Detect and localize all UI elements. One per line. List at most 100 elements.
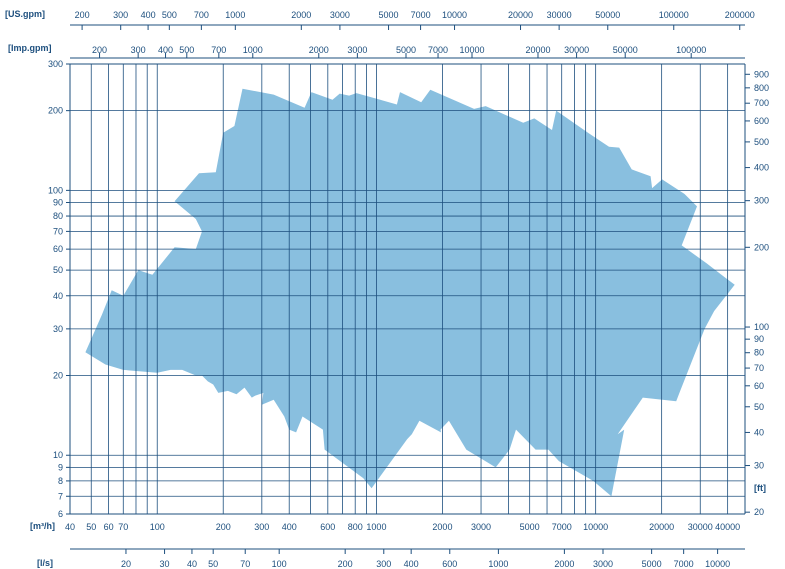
head-m-tick-label: 9 <box>58 462 63 472</box>
head-m-tick-label: 20 <box>53 371 63 381</box>
imp-gpm-axis-tick-label: 50000 <box>613 45 638 55</box>
us-gpm-axis-tick-label: 200 <box>75 10 90 20</box>
us-gpm-axis-tick-label: 3000 <box>330 10 350 20</box>
grid-layer <box>70 64 745 514</box>
m3h-tick-label: 60 <box>104 522 114 532</box>
us-gpm-axis-tick-label: 500 <box>162 10 177 20</box>
head-m-tick-label: 100 <box>48 185 63 195</box>
head-ft-tick-label: 600 <box>754 116 769 126</box>
head-ft-tick-label: 100 <box>754 322 769 332</box>
ls-axis-tick-label: 40 <box>187 559 197 569</box>
imp-gpm-axis-tick-label: 1000 <box>243 45 263 55</box>
imp-gpm-axis-tick-label: 5000 <box>396 45 416 55</box>
head-m-tick-label: 10 <box>53 450 63 460</box>
head-ft-tick-label: 70 <box>754 363 764 373</box>
imp-gpm-axis-tick-label: 300 <box>131 45 146 55</box>
head-ft-tick-label: 60 <box>754 381 764 391</box>
head-m-tick-label: 80 <box>53 211 63 221</box>
head-ft-tick-label: 700 <box>754 98 769 108</box>
imp-gpm-axis-tick-label: 200 <box>92 45 107 55</box>
imp-gpm-axis-tick-label: 2000 <box>309 45 329 55</box>
m3h-tick-label: 7000 <box>552 522 572 532</box>
head-ft-tick-label: 500 <box>754 137 769 147</box>
head-m-tick-label: 8 <box>58 476 63 486</box>
ls-axis-tick-label: 50 <box>208 559 218 569</box>
m3h-tick-label: 3000 <box>471 522 491 532</box>
us-gpm-axis-tick-label: 300 <box>113 10 128 20</box>
head-m-tick-label: 50 <box>53 265 63 275</box>
head-ft-tick-label: 300 <box>754 196 769 206</box>
us-gpm-axis-tick-label: 2000 <box>291 10 311 20</box>
head-ft-tick-label: 800 <box>754 83 769 93</box>
m3h-tick-label: 1000 <box>366 522 386 532</box>
m3h-tick-label: 100 <box>150 522 165 532</box>
m3h-tick-label: 40 <box>65 522 75 532</box>
imp-gpm-axis-tick-label: 3000 <box>347 45 367 55</box>
imp-gpm-axis-tick-label: 100000 <box>676 45 706 55</box>
us-gpm-axis-tick-label: 20000 <box>508 10 533 20</box>
head-ft-tick-label: 20 <box>754 507 764 517</box>
imp-gpm-axis-tick-label: 400 <box>158 45 173 55</box>
us-gpm-axis-tick-label: 400 <box>141 10 156 20</box>
m3h-tick-label: 30000 <box>688 522 713 532</box>
m3h-tick-label: 800 <box>348 522 363 532</box>
head-m-tick-label: 40 <box>53 291 63 301</box>
head-ft-tick-label: 50 <box>754 402 764 412</box>
us-gpm-axis-tick-label: 1000 <box>225 10 245 20</box>
head-m-tick-label: 70 <box>53 226 63 236</box>
head-ft-tick-label: 40 <box>754 427 764 437</box>
ls-axis-tick-label: 7000 <box>674 559 694 569</box>
us-gpm-axis-tick-label: 200000 <box>725 10 755 20</box>
imp-gpm-axis-tick-label: 20000 <box>525 45 550 55</box>
us-gpm-axis-tick-label: 100000 <box>659 10 689 20</box>
ls-axis-tick-label: 3000 <box>593 559 613 569</box>
m3h-tick-label: 5000 <box>520 522 540 532</box>
ls-axis-tick-label: 20 <box>121 559 131 569</box>
us-gpm-axis-tick-label: 7000 <box>411 10 431 20</box>
imp-gpm-axis-tick-label: 7000 <box>428 45 448 55</box>
ls-axis-label: [l/s] <box>37 558 53 568</box>
head-m-tick-label: 300 <box>48 59 63 69</box>
axes-layer: 200 300 400 500 700 1000 2000 3000 5000 7000 10000… <box>48 10 769 569</box>
m3h-tick-label: 40000 <box>715 522 740 532</box>
us-gpm-axis-tick-label: 700 <box>194 10 209 20</box>
m3h-tick-label: 2000 <box>432 522 452 532</box>
head-m-tick-label: 7 <box>58 491 63 501</box>
m3h-tick-label: 400 <box>282 522 297 532</box>
head-ft-tick-label: 200 <box>754 242 769 252</box>
m3h-tick-label: 50 <box>86 522 96 532</box>
head-m-tick-label: 6 <box>58 509 63 519</box>
ls-axis-tick-label: 70 <box>240 559 250 569</box>
head-ft-tick-label: 80 <box>754 348 764 358</box>
ls-axis-tick-label: 1000 <box>488 559 508 569</box>
head-m-tick-label: 200 <box>48 106 63 116</box>
ls-axis-tick-label: 30 <box>160 559 170 569</box>
ls-axis-tick-label: 400 <box>404 559 419 569</box>
m3h-tick-label: 200 <box>216 522 231 532</box>
ls-axis-tick-label: 200 <box>338 559 353 569</box>
m3h-tick-label: 70 <box>118 522 128 532</box>
us-gpm-axis-tick-label: 10000 <box>442 10 467 20</box>
ft-axis-label: [ft] <box>754 483 766 493</box>
ls-axis-tick-label: 600 <box>442 559 457 569</box>
imp-gpm-axis-tick-label: 700 <box>211 45 226 55</box>
ls-axis-tick-label: 300 <box>376 559 391 569</box>
ls-axis-tick-label: 100 <box>272 559 287 569</box>
ls-axis-tick-label: 5000 <box>642 559 662 569</box>
us-gpm-axis-label: [US.gpm] <box>5 9 45 19</box>
head-ft-tick-label: 30 <box>754 461 764 471</box>
head-ft-tick-label: 400 <box>754 163 769 173</box>
m3h-tick-label: 600 <box>320 522 335 532</box>
head-m-tick-label: 60 <box>53 244 63 254</box>
us-gpm-axis-tick-label: 50000 <box>595 10 620 20</box>
ls-axis-tick-label: 2000 <box>554 559 574 569</box>
m3h-tick-label: 20000 <box>649 522 674 532</box>
head-ft-tick-label: 90 <box>754 334 764 344</box>
imp-gpm-axis-tick-label: 500 <box>179 45 194 55</box>
head-m-tick-label: 30 <box>53 324 63 334</box>
us-gpm-axis-tick-label: 30000 <box>547 10 572 20</box>
m3h-tick-label: 300 <box>254 522 269 532</box>
us-gpm-axis-tick-label: 5000 <box>379 10 399 20</box>
imp-gpm-axis-label: [Imp.gpm] <box>8 43 52 53</box>
